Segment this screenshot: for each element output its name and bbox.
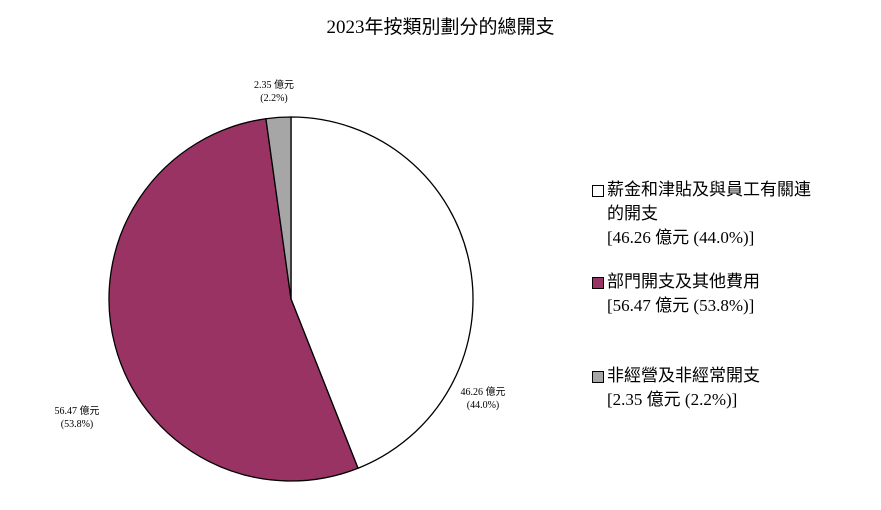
- pie-slice: [290, 116, 474, 470]
- slice-percent: (2.2%): [260, 93, 288, 104]
- legend-swatch: [592, 277, 604, 289]
- slice-value: 46.26 億元: [460, 387, 506, 398]
- slice-percent: (53.8%): [60, 419, 94, 430]
- legend-item-departmental: 部門開支及其他費用 [56.47 億元 (53.8%)]: [592, 270, 760, 318]
- legend-label-cont: 的開支: [607, 204, 658, 223]
- legend-item-non-recurrent: 非經營及非經常開支 [2.35 億元 (2.2%)]: [592, 364, 760, 412]
- slice-value: 56.47 億元: [54, 406, 100, 417]
- pie-slice: [108, 118, 359, 482]
- pie-slice: [265, 116, 292, 300]
- legend-value: [56.47 億元 (53.8%)]: [607, 296, 755, 315]
- legend-label: 部門開支及其他費用: [607, 272, 760, 291]
- slice-label-departmental: 56.47 億元 (53.8%): [42, 405, 112, 431]
- legend-value: [2.35 億元 (2.2%)]: [607, 390, 738, 409]
- legend-item-salaries: 薪金和津貼及與員工有關連 的開支 [46.26 億元 (44.0%)]: [592, 178, 811, 250]
- slice-percent: (44.0%): [466, 400, 500, 411]
- legend-swatch: [592, 371, 604, 383]
- legend-swatch: [592, 185, 604, 197]
- slice-label-non-recurrent: 2.35 億元 (2.2%): [239, 79, 309, 105]
- legend-value: [46.26 億元 (44.0%)]: [607, 228, 755, 247]
- chart-title: 2023年按類別劃分的總開支: [326, 17, 555, 38]
- slice-value: 2.35 億元: [254, 80, 294, 91]
- slice-label-salaries: 46.26 億元 (44.0%): [448, 386, 518, 412]
- legend-label: 薪金和津貼及與員工有關連: [607, 180, 811, 199]
- legend-label: 非經營及非經常開支: [607, 366, 760, 385]
